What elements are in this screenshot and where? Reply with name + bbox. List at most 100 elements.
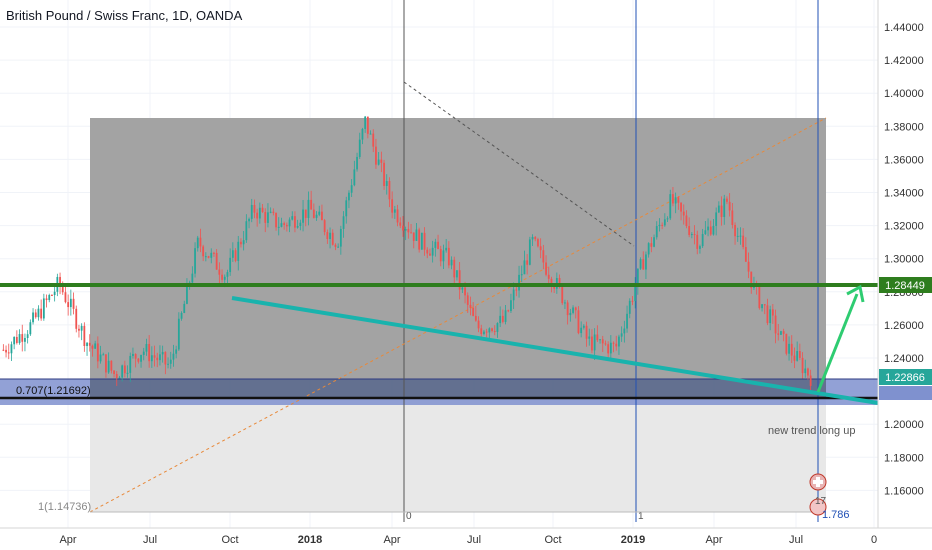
candle-body bbox=[137, 358, 140, 362]
candle-body bbox=[315, 214, 318, 218]
candle-body bbox=[202, 246, 205, 257]
candle-body bbox=[480, 328, 483, 335]
candle-body bbox=[709, 226, 712, 235]
event-counter: 17 bbox=[815, 496, 827, 507]
candle-body bbox=[140, 354, 142, 362]
candle-body bbox=[240, 241, 242, 245]
candle-body bbox=[458, 270, 461, 290]
candle-body bbox=[491, 328, 493, 331]
candle-body bbox=[688, 226, 691, 235]
candle-body bbox=[542, 250, 545, 263]
price-tick-label: 1.16000 bbox=[884, 485, 924, 497]
candle-body bbox=[42, 298, 45, 319]
candle-body bbox=[329, 232, 331, 239]
price-tick-label: 1.32000 bbox=[884, 221, 924, 233]
candle-body bbox=[739, 235, 742, 237]
candle-body bbox=[280, 223, 283, 227]
candle-body bbox=[434, 241, 437, 248]
candle-body bbox=[88, 342, 91, 346]
time-axis[interactable]: Apr Jul Oct 2018 Apr Jul Oct 2019 Apr Jul 0 bbox=[59, 534, 877, 546]
candle-body bbox=[658, 224, 661, 227]
candle-body bbox=[40, 308, 43, 319]
candle-body bbox=[750, 271, 753, 289]
candle-body bbox=[437, 241, 439, 250]
trend-diagonal[interactable] bbox=[403, 81, 635, 247]
candle-body bbox=[653, 237, 655, 247]
candle-body bbox=[388, 181, 391, 200]
candle-body bbox=[361, 128, 364, 140]
candle-body bbox=[199, 237, 202, 247]
candle-body bbox=[318, 211, 321, 215]
candle-body bbox=[121, 365, 124, 378]
price-axis[interactable]: 1.44000 1.42000 1.40000 1.38000 1.36000 1.340… bbox=[884, 22, 924, 497]
last-price-badge bbox=[879, 369, 932, 385]
candle-body bbox=[380, 159, 383, 163]
candle-body bbox=[64, 292, 67, 303]
candle-body bbox=[180, 312, 183, 319]
fib-bottom-label: 1(1.14736) bbox=[38, 501, 91, 513]
candle-body bbox=[326, 232, 329, 239]
candle-body bbox=[426, 249, 429, 254]
candle-body bbox=[372, 133, 375, 147]
candle-body bbox=[261, 207, 264, 213]
candle-body bbox=[269, 211, 272, 213]
candle-body bbox=[766, 305, 769, 324]
candle-body bbox=[674, 197, 677, 204]
candle-body bbox=[439, 249, 442, 262]
fib-label: 0.707(1.21692) bbox=[16, 385, 91, 397]
candle-body bbox=[399, 222, 402, 226]
candle-body bbox=[785, 333, 788, 354]
candle-body bbox=[701, 234, 704, 247]
candle-body bbox=[337, 246, 340, 248]
candle-body bbox=[639, 259, 642, 269]
candle-body bbox=[456, 270, 458, 278]
time-tick-label: Apr bbox=[383, 534, 400, 546]
candle-body bbox=[21, 334, 24, 342]
candle-body bbox=[177, 318, 180, 350]
price-tick-label: 1.40000 bbox=[884, 88, 924, 100]
candle-body bbox=[107, 360, 110, 373]
candle-body bbox=[67, 302, 70, 308]
candle-body bbox=[620, 333, 623, 337]
uk-flag-icon[interactable] bbox=[809, 498, 827, 516]
descending-trendline[interactable] bbox=[231, 296, 879, 405]
time-tick-label: Apr bbox=[705, 534, 722, 546]
last-price-badge-text: 1.22866 bbox=[885, 372, 925, 384]
candle-body bbox=[628, 300, 631, 314]
candle-body bbox=[728, 201, 731, 211]
candle-body bbox=[334, 244, 337, 247]
candle-body bbox=[582, 325, 585, 328]
candle-body bbox=[291, 216, 294, 220]
candle-body bbox=[461, 287, 464, 290]
candle-body bbox=[453, 259, 456, 278]
long-arrow-shaft[interactable] bbox=[816, 293, 859, 393]
candle-body bbox=[364, 116, 367, 129]
candle-body bbox=[37, 308, 40, 318]
candle-body bbox=[186, 283, 188, 304]
candle-body bbox=[302, 209, 304, 223]
candle-body bbox=[342, 216, 345, 229]
candle-body bbox=[793, 355, 796, 361]
candle-body bbox=[593, 334, 596, 351]
candle-body bbox=[774, 315, 777, 334]
candle-body bbox=[369, 133, 372, 135]
price-tick-label: 1.26000 bbox=[884, 320, 924, 332]
candle-body bbox=[350, 185, 353, 193]
candle-body bbox=[736, 235, 739, 237]
candle-body bbox=[547, 274, 550, 279]
candle-body bbox=[175, 349, 178, 354]
candle-body bbox=[32, 312, 34, 323]
candle-body bbox=[634, 286, 637, 302]
fib-diagonal[interactable] bbox=[89, 117, 827, 513]
candle-body bbox=[226, 272, 229, 277]
candle-body bbox=[512, 289, 515, 301]
candle-body bbox=[726, 198, 728, 202]
candle-body bbox=[763, 304, 766, 306]
price-tick-label: 1.42000 bbox=[884, 55, 924, 67]
candle-body bbox=[636, 268, 639, 287]
candle-body bbox=[717, 205, 720, 213]
candle-body bbox=[204, 256, 207, 258]
candle-body bbox=[477, 320, 480, 329]
